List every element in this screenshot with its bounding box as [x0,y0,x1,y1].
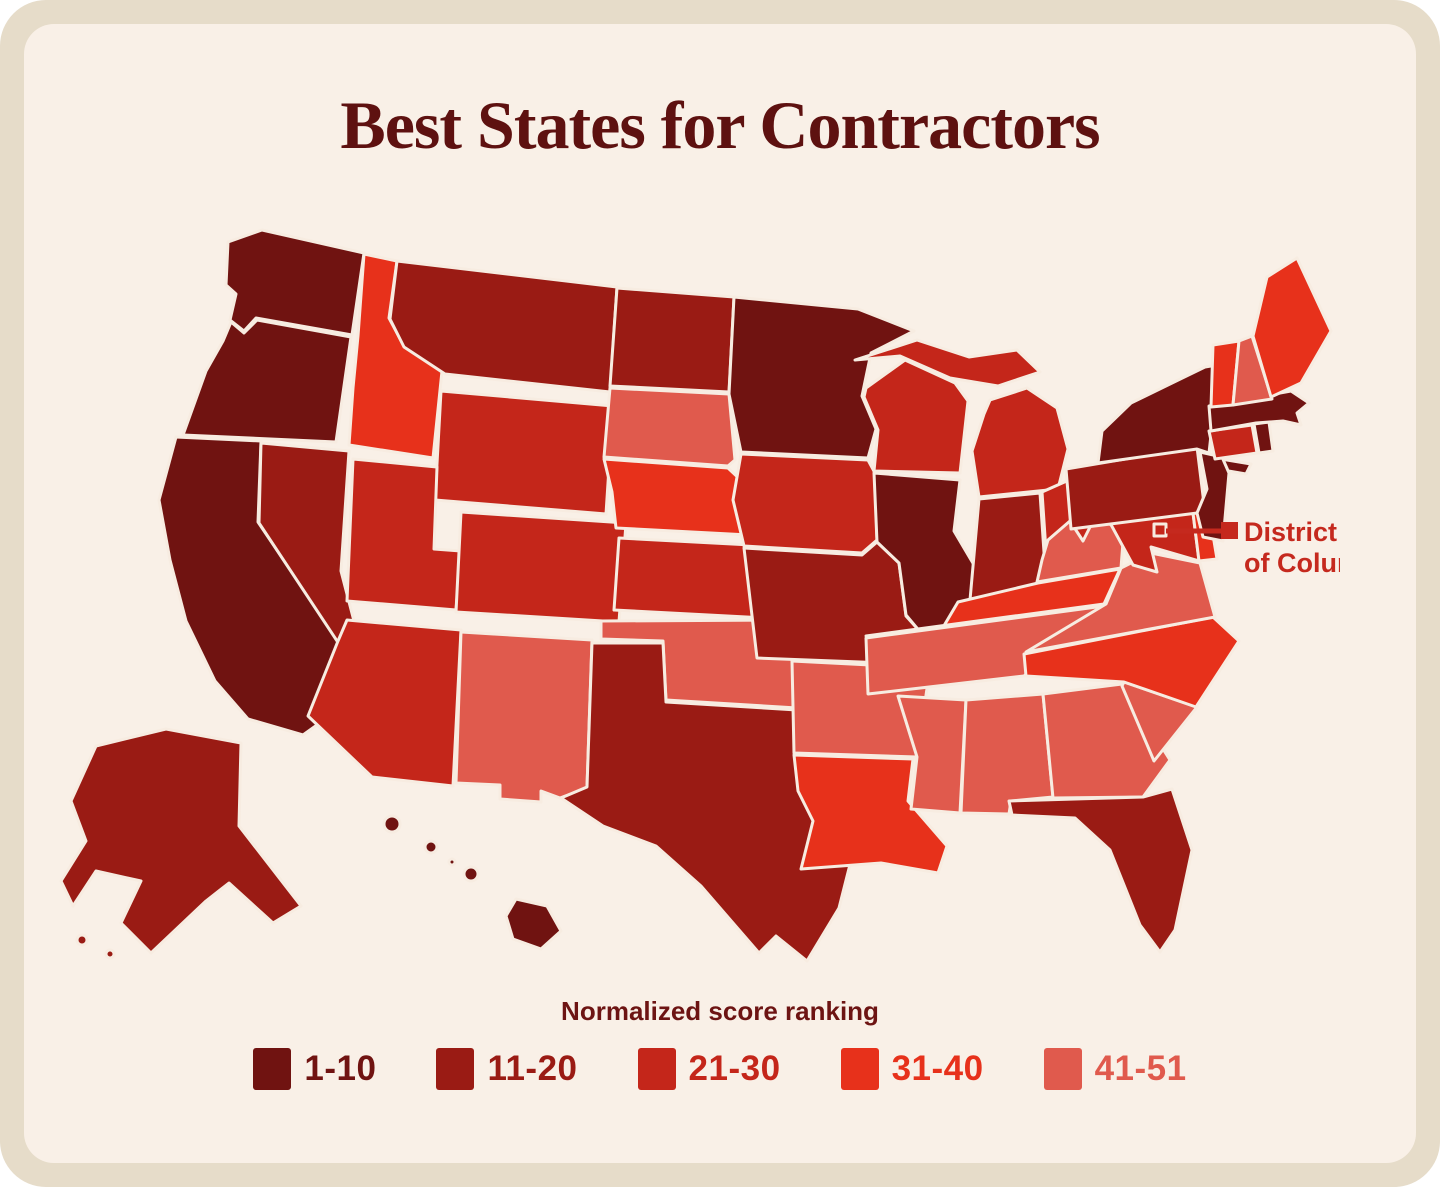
state-ms [896,694,968,815]
state-wi [862,358,970,475]
legend-title: Normalized score ranking [561,996,879,1026]
state-co [454,510,628,624]
state-me [1251,256,1333,399]
state-wa [224,228,366,337]
dc-callout-label-line2: of Columbia [1244,548,1340,578]
legend-item-21-30: 21-30 [637,1048,781,1090]
us-map-svg: District of Columbia [59,228,1340,963]
state-hi [382,814,563,951]
legend-item-11-20: 11-20 [436,1048,577,1090]
legend-item-41-51: 41-51 [1043,1048,1187,1090]
legend-swatch [436,1048,475,1090]
state-wy [433,389,615,516]
legend-item-1-10: 1-10 [253,1048,376,1090]
legend-label: 1-10 [304,1049,377,1088]
state-tn [864,604,1106,696]
legend-swatch [840,1048,879,1090]
legend-swatch [637,1048,676,1090]
state-az [306,618,463,788]
us-choropleth-map: District of Columbia [55,225,1340,990]
state-al [959,692,1055,816]
state-ia [731,452,879,555]
dc-callout-square [1221,522,1238,539]
state-la [792,753,949,875]
state-nh [1231,334,1274,407]
state-nj [1195,450,1231,543]
state-ri [1252,420,1275,455]
state-dc [1152,522,1168,538]
legend: 1-10 11-20 21-30 31-40 41-51 [0,1048,1440,1090]
state-nm [454,630,594,804]
legend-label: 11-20 [487,1049,578,1088]
legend-label: 21-30 [688,1049,781,1088]
state-nd [608,286,736,394]
state-fl [1007,787,1194,954]
page-title: Best States for Contractors [340,87,1100,163]
state-or [181,318,353,444]
legend-swatch [1043,1048,1082,1090]
state-ak [59,727,303,960]
state-sd [602,386,737,468]
state-ma [1207,389,1311,433]
dc-callout-label-line1: District [1244,517,1337,547]
legend-label: 31-40 [891,1049,984,1088]
legend-label: 41-51 [1094,1049,1187,1088]
legend-swatch [253,1048,292,1090]
legend-item-31-40: 31-40 [840,1048,984,1090]
